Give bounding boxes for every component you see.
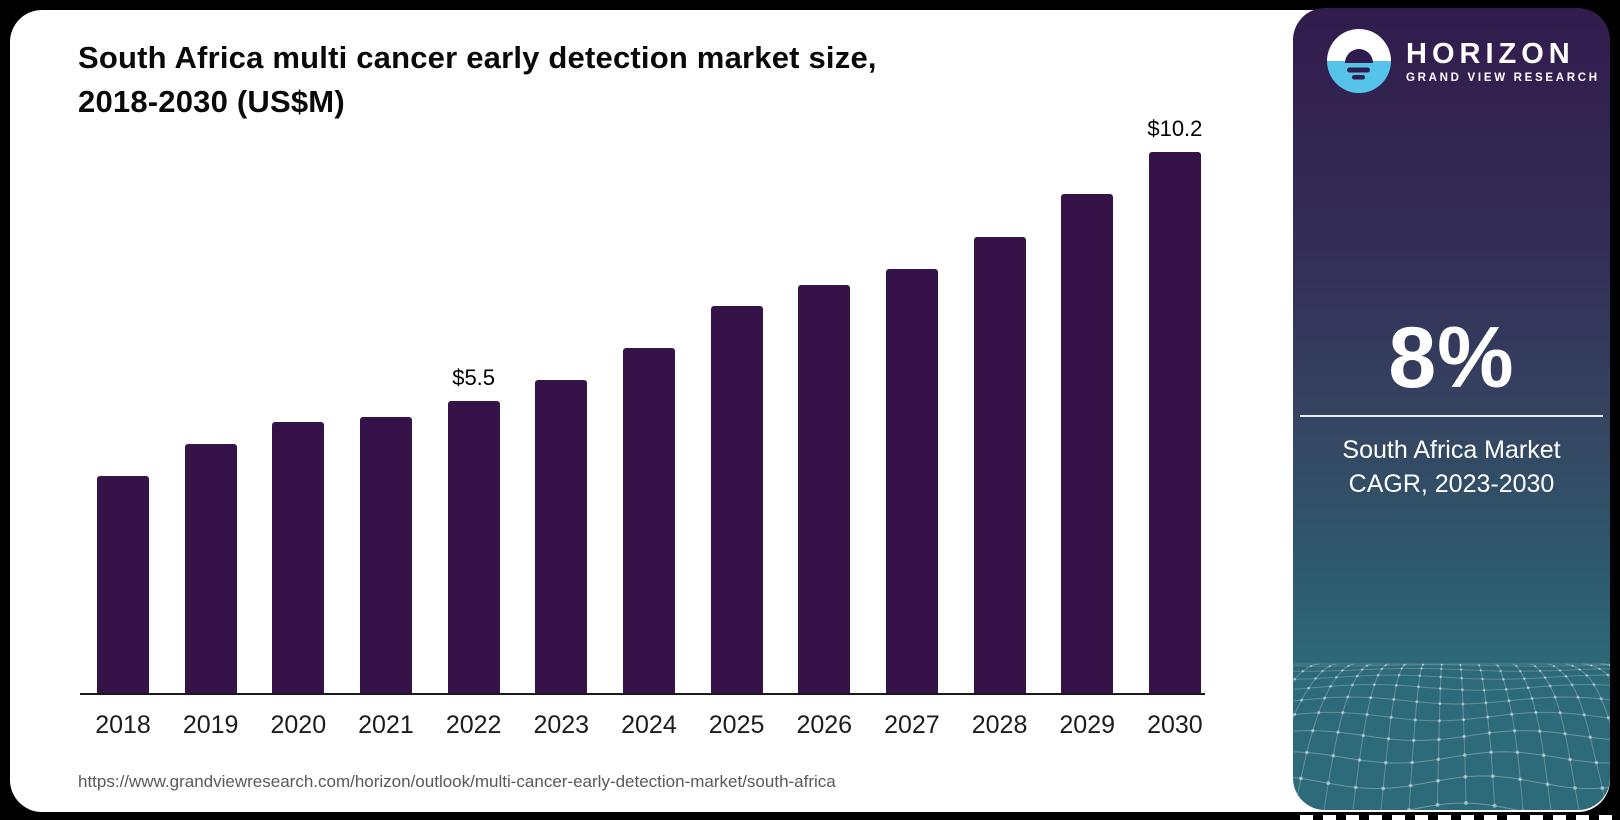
stat-divider — [1300, 415, 1603, 417]
bar-chart: 2018 2019 2020 2021 $5.5 2022 2023 2024 2025 2026… — [95, 116, 1203, 739]
brand-name: HORIZON — [1406, 37, 1575, 70]
bar-2028 — [973, 237, 1026, 693]
bar-2027 — [885, 269, 938, 693]
bar-2029 — [1061, 194, 1114, 693]
cagr-label-line1: South Africa Market — [1342, 436, 1561, 464]
bar-slot-2022: $5.5 2022 — [446, 133, 502, 739]
x-tick-label-2025: 2025 — [708, 711, 765, 739]
bar-2026 — [798, 285, 851, 693]
bar-2021 — [359, 417, 412, 693]
bar-slot-2021: 2021 — [358, 133, 414, 739]
bar-slot-2025: 2025 — [709, 133, 764, 739]
bar-2020 — [272, 422, 325, 693]
cagr-value: 8% — [1388, 310, 1515, 406]
bar-slot-2023: 2023 — [533, 133, 589, 739]
bar-value-label-2022: $5.5 — [452, 365, 496, 390]
x-tick-label-2019: 2019 — [182, 711, 239, 739]
x-tick-label-2028: 2028 — [971, 711, 1028, 739]
cagr-stat: 8% South Africa Market CAGR, 2023-2030 — [1293, 313, 1610, 501]
chart-title: South Africa multi cancer early detectio… — [78, 36, 1038, 124]
x-tick-label-2024: 2024 — [621, 711, 677, 739]
cagr-label-line2: CAGR, 2023-2030 — [1348, 470, 1555, 498]
bar-slot-2018: 2018 — [95, 133, 151, 739]
bar-2030 — [1148, 152, 1201, 693]
bar-2022 — [447, 401, 500, 693]
bar-2019 — [184, 444, 237, 693]
chart-title-line2: 2018-2030 (US$M) — [78, 84, 345, 119]
brand-tagline: GRAND VIEW RESEARCH — [1406, 71, 1600, 84]
x-tick-label-2026: 2026 — [796, 711, 853, 739]
bar-slot-2029: 2029 — [1059, 133, 1115, 739]
x-tick-label-2021: 2021 — [358, 711, 414, 739]
x-tick-label-2023: 2023 — [533, 711, 590, 739]
x-tick-label-2027: 2027 — [884, 711, 940, 739]
x-tick-label-2029: 2029 — [1059, 711, 1116, 739]
bar-slot-2030: $10.2 2030 — [1147, 116, 1203, 739]
x-tick-label-2018: 2018 — [95, 711, 151, 739]
x-tick-label-2030: 2030 — [1147, 711, 1203, 739]
bar-2025 — [710, 306, 763, 693]
bar-slot-2028: 2028 — [972, 133, 1027, 739]
source-url: https://www.grandviewresearch.com/horizo… — [78, 772, 836, 791]
bar-slot-2026: 2026 — [796, 133, 852, 739]
brand-text: HORIZON GRAND VIEW RESEARCH — [1406, 39, 1600, 84]
bar-slot-2027: 2027 — [884, 133, 940, 739]
bottom-dashed-line — [1300, 815, 1612, 820]
wireframe-terrain-graphic — [1293, 660, 1610, 810]
x-tick-label-2022: 2022 — [445, 711, 502, 739]
bar-2024 — [622, 348, 675, 693]
sun-horizon-icon — [1327, 29, 1391, 93]
bar-2018 — [97, 476, 149, 693]
chart-title-line1: South Africa multi cancer early detectio… — [78, 40, 877, 75]
x-tick-label-2020: 2020 — [270, 711, 327, 739]
bar-value-label-2030: $10.2 — [1147, 116, 1203, 141]
sidebar: HORIZON GRAND VIEW RESEARCH 8% South Afr… — [1293, 8, 1610, 810]
brand-logo: HORIZON GRAND VIEW RESEARCH — [1327, 29, 1600, 93]
bar-slot-2019: 2019 — [183, 133, 238, 739]
bar-slot-2020: 2020 — [271, 133, 326, 739]
bar-slot-2024: 2024 — [621, 133, 677, 739]
cagr-label: South Africa Market CAGR, 2023-2030 — [1293, 433, 1610, 501]
x-axis-line — [80, 693, 1205, 695]
bar-2023 — [535, 380, 588, 693]
